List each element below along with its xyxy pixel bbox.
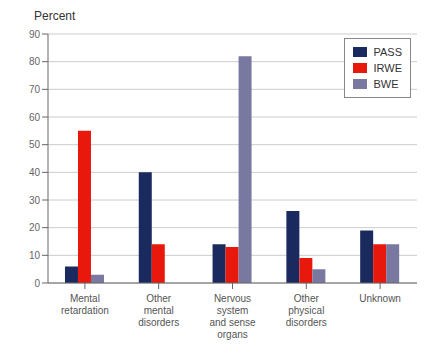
svg-text:Othermentaldisorders: Othermentaldisorders — [138, 293, 179, 328]
svg-text:10: 10 — [29, 250, 41, 261]
svg-text:0: 0 — [34, 278, 40, 289]
svg-text:60: 60 — [29, 112, 41, 123]
svg-text:Otherphysicaldisorders: Otherphysicaldisorders — [286, 293, 327, 328]
svg-text:90: 90 — [29, 29, 41, 40]
svg-text:70: 70 — [29, 84, 41, 95]
html-text:Percent: Percent — [34, 9, 76, 23]
svg-text:Mentalretardation: Mentalretardation — [61, 293, 109, 316]
svg-text:Unknown: Unknown — [359, 293, 401, 304]
html-text:IRWE: IRWE — [373, 62, 402, 74]
svg-text:40: 40 — [29, 167, 41, 178]
svg-text:Nervoussystemand senseorgans: Nervoussystemand senseorgans — [209, 293, 256, 340]
svg-text:20: 20 — [29, 222, 41, 233]
svg-text:50: 50 — [29, 139, 41, 150]
html-text:BWE: BWE — [373, 78, 399, 90]
svg-text:30: 30 — [29, 195, 41, 206]
svg-text:80: 80 — [29, 56, 41, 67]
html-text:PASS: PASS — [373, 46, 402, 58]
